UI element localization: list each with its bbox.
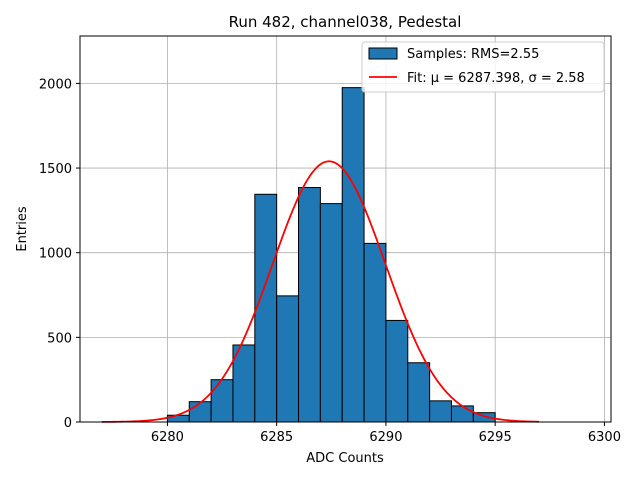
y-tick-label: 1000 [39,247,72,262]
y-axis-ticks: 0 500 1000 1500 2000 [39,77,80,431]
fit-curve [101,160,539,423]
x-tick-label: 6285 [260,430,293,445]
legend-label-fit: Fit: μ = 6287.398, σ = 2.58 [407,71,585,86]
histogram-bars [166,87,496,423]
histogram-bar [188,401,212,423]
x-tick-label: 6280 [151,430,184,445]
legend-frame [361,41,605,93]
y-tick-label: 2000 [39,77,72,92]
y-tick-label: 0 [64,416,72,431]
legend: Samples: RMS=2.55 Fit: μ = 6287.398, σ =… [361,41,605,93]
x-axis-label: ADC Counts [306,451,384,466]
histogram-bar [429,400,452,423]
histogram-bar [276,295,300,423]
x-tick-label: 6300 [588,430,621,445]
histogram-bar [319,203,343,423]
x-tick-label: 6295 [479,430,512,445]
x-axis-ticks: 6280 6285 6290 6295 6300 [151,422,621,445]
histogram-bar [407,362,431,423]
y-axis-label: Entries [15,206,30,252]
histogram-bar [385,319,409,423]
y-tick-label: 500 [47,331,72,346]
legend-swatch-samples [368,47,398,60]
x-tick-label: 6290 [369,430,402,445]
plot-frame [79,35,612,423]
histogram-bar [210,379,234,423]
legend-label-samples: Samples: RMS=2.55 [407,47,539,62]
y-tick-label: 1500 [39,162,72,177]
histogram-bar [254,193,278,423]
chart-title: Run 482, channel038, Pedestal [229,13,462,31]
histogram-bar [341,87,365,423]
histogram-bar [363,242,387,423]
histogram-bar [450,405,474,423]
histogram-bar [298,187,321,423]
